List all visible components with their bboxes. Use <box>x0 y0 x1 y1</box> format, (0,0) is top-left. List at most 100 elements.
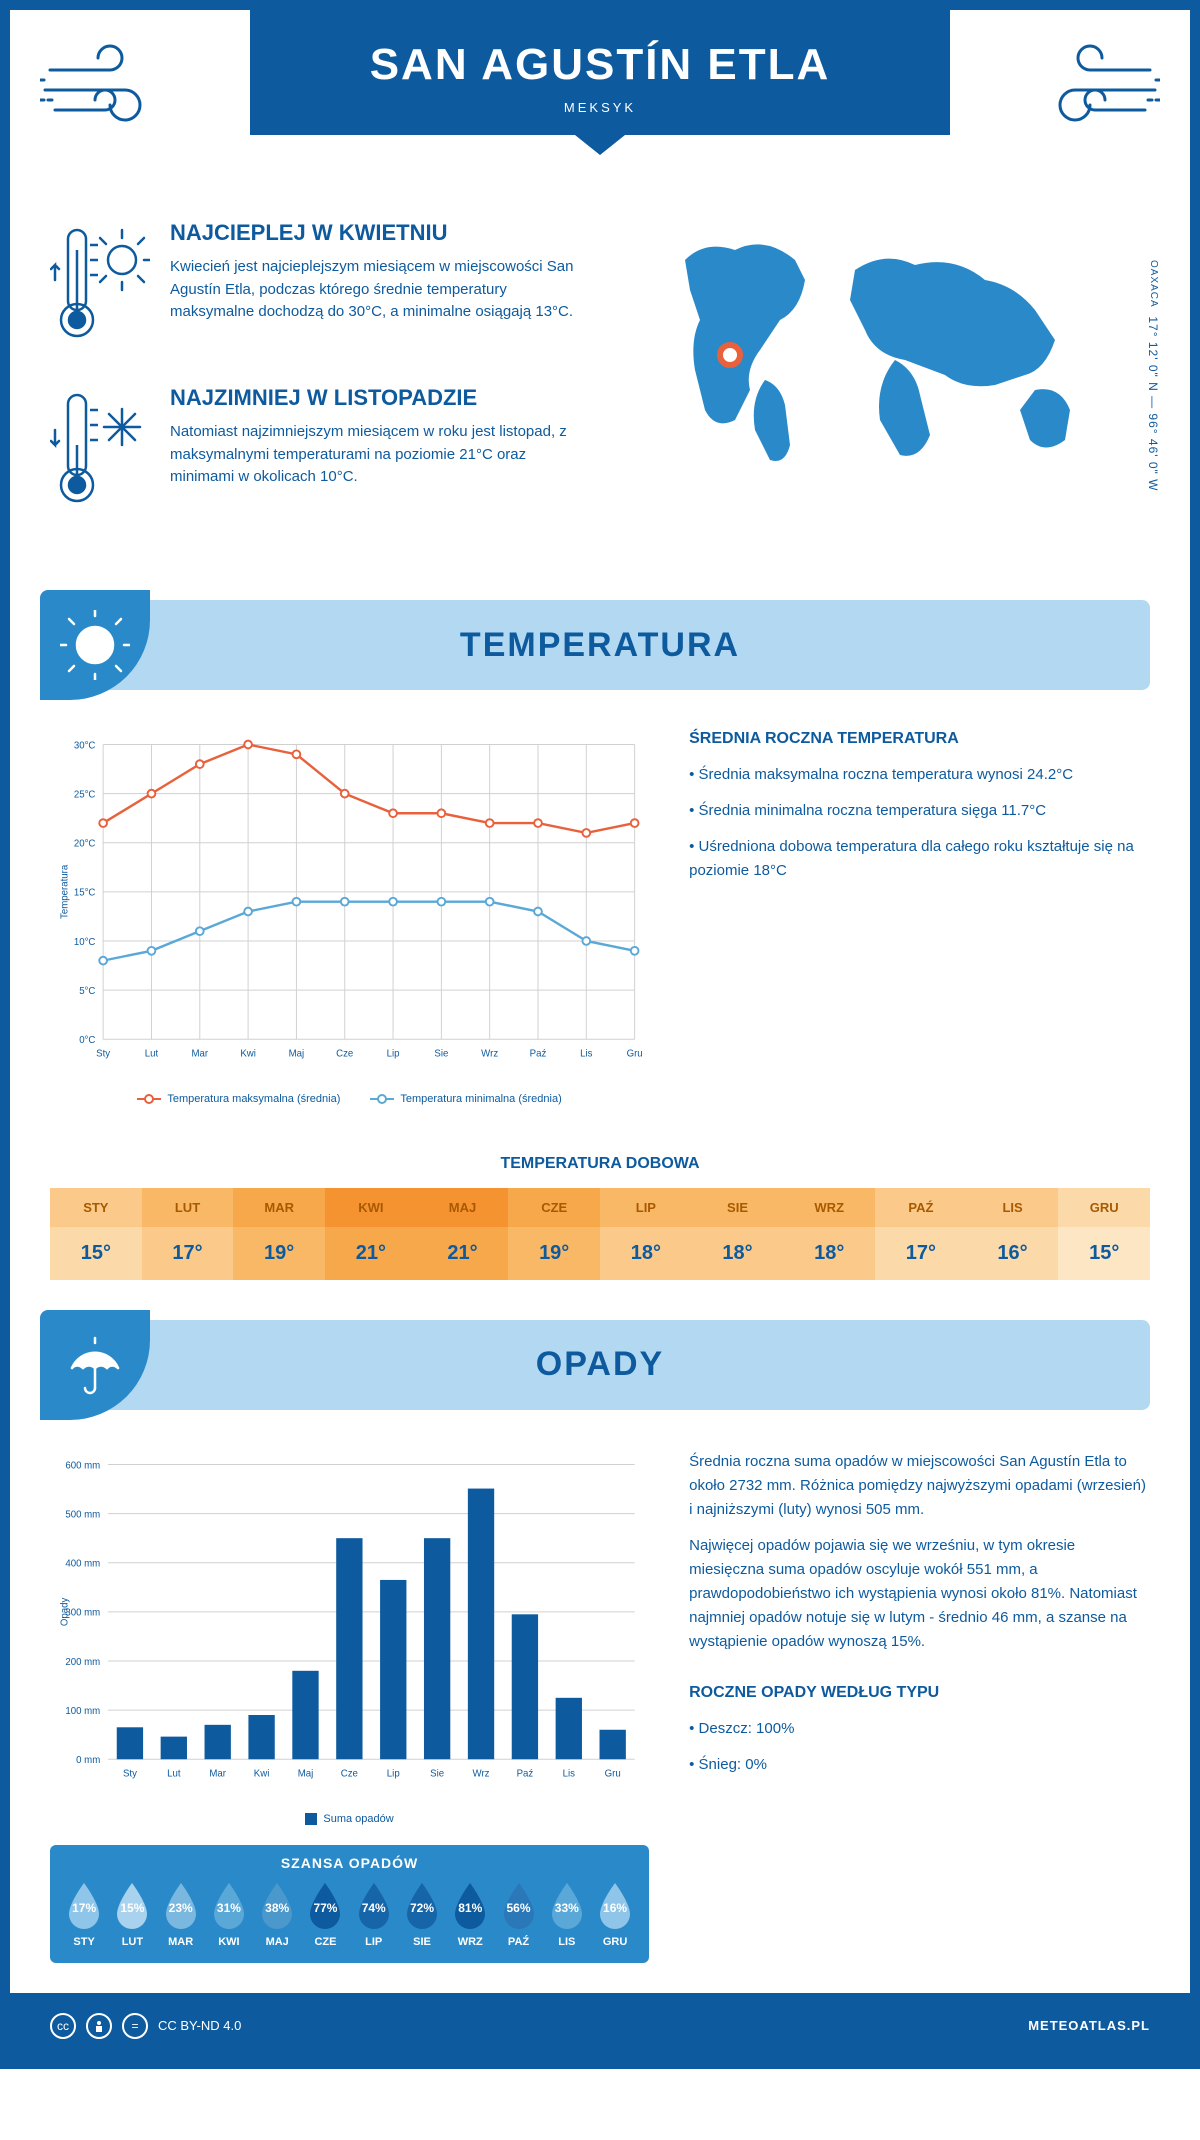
temp-cell: PAŹ17° <box>875 1188 967 1280</box>
stat-item: Uśredniona dobowa temperatura dla całego… <box>689 835 1150 883</box>
cc-icon: cc <box>50 2013 76 2039</box>
daily-temp-title: TEMPERATURA DOBOWA <box>10 1155 1190 1173</box>
rain-type-title: ROCZNE OPADY WEDŁUG TYPU <box>689 1684 1150 1702</box>
temp-cell: GRU15° <box>1058 1188 1150 1280</box>
temp-cell: LUT17° <box>142 1188 234 1280</box>
svg-text:Gru: Gru <box>627 1049 643 1060</box>
rain-chance-cell: 38%MAJ <box>253 1881 301 1948</box>
svg-text:Wrz: Wrz <box>473 1768 490 1779</box>
section-title: TEMPERATURA <box>50 626 1150 665</box>
svg-text:Lut: Lut <box>145 1049 159 1060</box>
svg-text:Paź: Paź <box>517 1768 534 1779</box>
sun-icon <box>40 590 150 700</box>
rain-chance-cell: 56%PAŹ <box>494 1881 542 1948</box>
svg-text:200 mm: 200 mm <box>65 1657 100 1668</box>
svg-text:Opady: Opady <box>59 1597 70 1626</box>
thermometer-sun-icon <box>50 220 150 355</box>
stats-title: ŚREDNIA ROCZNA TEMPERATURA <box>689 730 1150 748</box>
svg-text:0 mm: 0 mm <box>76 1755 100 1766</box>
footer: cc = CC BY-ND 4.0 METEOATLAS.PL <box>10 1993 1190 2059</box>
section-title: OPADY <box>50 1345 1150 1384</box>
rain-text-1: Średnia roczna suma opadów w miejscowośc… <box>689 1450 1150 1522</box>
warmest-text: Kwiecień jest najcieplejszym miesiącem w… <box>170 256 580 324</box>
country-label: MEKSYK <box>330 100 870 115</box>
temp-cell: KWI21° <box>325 1188 417 1280</box>
world-map-icon <box>620 220 1150 480</box>
svg-text:600 mm: 600 mm <box>65 1460 100 1471</box>
svg-text:300 mm: 300 mm <box>65 1608 100 1619</box>
svg-text:Cze: Cze <box>341 1768 358 1779</box>
svg-text:Sie: Sie <box>434 1049 448 1060</box>
rain-chance-table: SZANSA OPADÓW 17%STY15%LUT23%MAR31%KWI38… <box>50 1845 649 1963</box>
rain-chance-cell: 72%SIE <box>398 1881 446 1948</box>
umbrella-icon <box>40 1310 150 1420</box>
svg-text:Lis: Lis <box>580 1049 593 1060</box>
intro-section: NAJCIEPLEJ W KWIETNIU Kwiecień jest najc… <box>10 190 1190 580</box>
svg-text:100 mm: 100 mm <box>65 1706 100 1717</box>
coldest-title: NAJZIMNIEJ W LISTOPADZIE <box>170 385 580 411</box>
stat-item: Średnia maksymalna roczna temperatura wy… <box>689 763 1150 787</box>
svg-text:Cze: Cze <box>336 1049 353 1060</box>
rain-chance-title: SZANSA OPADÓW <box>50 1855 649 1871</box>
svg-text:Mar: Mar <box>191 1049 208 1060</box>
rain-chance-cell: 33%LIS <box>543 1881 591 1948</box>
nd-icon: = <box>122 2013 148 2039</box>
svg-text:30°C: 30°C <box>74 740 96 751</box>
svg-text:Lut: Lut <box>167 1768 181 1779</box>
rain-chance-cell: 74%LIP <box>350 1881 398 1948</box>
daily-temp-table: STY15°LUT17°MAR19°KWI21°MAJ21°CZE19°LIP1… <box>50 1188 1150 1280</box>
svg-text:Maj: Maj <box>289 1049 305 1060</box>
svg-text:15°C: 15°C <box>74 888 96 899</box>
rain-chance-cell: 81%WRZ <box>446 1881 494 1948</box>
rain-chance-cell: 15%LUT <box>108 1881 156 1948</box>
temperature-chart: 0°C5°C10°C15°C20°C25°C30°CStyLutMarKwiMa… <box>50 730 649 1105</box>
svg-text:Wrz: Wrz <box>481 1049 498 1060</box>
by-icon <box>86 2013 112 2039</box>
header: SAN AGUSTÍN ETLA MEKSYK <box>10 10 1190 190</box>
wind-icon <box>1020 40 1160 140</box>
legend-min: Temperatura minimalna (średnia) <box>370 1093 561 1105</box>
rain-section-header: OPADY <box>50 1320 1150 1410</box>
coldest-text: Natomiast najzimniejszym miesiącem w rok… <box>170 421 580 489</box>
title-banner: SAN AGUSTÍN ETLA MEKSYK <box>250 10 950 135</box>
legend-rain: Suma opadów <box>305 1813 393 1825</box>
svg-text:Lip: Lip <box>387 1768 400 1779</box>
rain-chance-cell: 16%GRU <box>591 1881 639 1948</box>
rain-chance-cell: 23%MAR <box>157 1881 205 1948</box>
svg-text:10°C: 10°C <box>74 937 96 948</box>
location-title: SAN AGUSTÍN ETLA <box>330 40 870 90</box>
temp-cell: WRZ18° <box>783 1188 875 1280</box>
svg-text:Paź: Paź <box>530 1049 547 1060</box>
svg-text:Kwi: Kwi <box>240 1049 256 1060</box>
thermometer-snow-icon <box>50 385 150 520</box>
svg-text:Sie: Sie <box>430 1768 444 1779</box>
temp-cell: MAR19° <box>233 1188 325 1280</box>
svg-text:Sty: Sty <box>123 1768 137 1779</box>
legend-max: Temperatura maksymalna (średnia) <box>137 1093 340 1105</box>
temp-cell: STY15° <box>50 1188 142 1280</box>
svg-text:Temperatura: Temperatura <box>59 864 70 919</box>
wind-icon <box>40 40 180 140</box>
rain-chance-cell: 31%KWI <box>205 1881 253 1948</box>
svg-text:400 mm: 400 mm <box>65 1558 100 1569</box>
warmest-title: NAJCIEPLEJ W KWIETNIU <box>170 220 580 246</box>
type-item: Śnieg: 0% <box>689 1753 1150 1777</box>
svg-text:5°C: 5°C <box>79 986 95 997</box>
rain-chance-cell: 77%CZE <box>301 1881 349 1948</box>
rain-types-list: Deszcz: 100%Śnieg: 0% <box>689 1717 1150 1777</box>
svg-text:Lis: Lis <box>563 1768 576 1779</box>
license-text: CC BY-ND 4.0 <box>158 2018 241 2033</box>
warmest-block: NAJCIEPLEJ W KWIETNIU Kwiecień jest najc… <box>50 220 580 355</box>
svg-text:Maj: Maj <box>298 1768 314 1779</box>
temp-cell: MAJ21° <box>417 1188 509 1280</box>
svg-text:20°C: 20°C <box>74 839 96 850</box>
rain-chart: 0 mm 100 mm 200 mm 300 mm 400 mm 500 mm 600 mm… <box>50 1450 649 1798</box>
temp-cell: CZE19° <box>508 1188 600 1280</box>
svg-text:Sty: Sty <box>96 1049 110 1060</box>
rain-text-2: Najwięcej opadów pojawia się we wrześniu… <box>689 1534 1150 1654</box>
svg-text:Lip: Lip <box>387 1049 400 1060</box>
stat-item: Średnia minimalna roczna temperatura się… <box>689 799 1150 823</box>
site-name: METEOATLAS.PL <box>1028 2018 1150 2033</box>
svg-text:Kwi: Kwi <box>254 1768 270 1779</box>
svg-text:500 mm: 500 mm <box>65 1509 100 1520</box>
